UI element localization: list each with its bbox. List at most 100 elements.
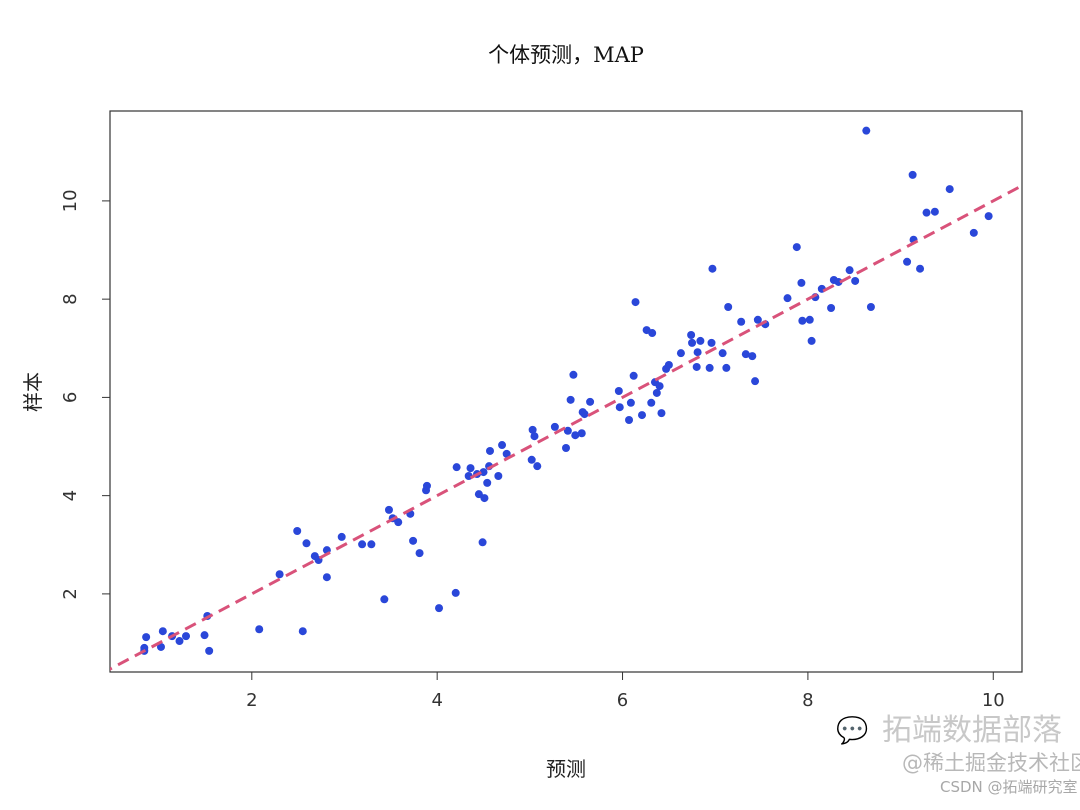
x-axis-label: 预测 — [546, 757, 586, 781]
data-point — [478, 538, 487, 547]
plot-frame — [109, 110, 1023, 673]
data-point — [571, 431, 580, 440]
data-point — [707, 338, 716, 347]
data-point — [845, 266, 854, 275]
data-point — [550, 422, 559, 431]
data-point — [922, 208, 931, 217]
data-point — [908, 170, 917, 179]
data-point — [182, 632, 190, 641]
data-point — [483, 478, 492, 487]
data-point — [638, 411, 646, 420]
watermark-line2: @稀土掘金技术社区 — [902, 751, 1080, 775]
data-point — [498, 441, 507, 450]
data-point — [798, 316, 807, 325]
data-point — [533, 462, 542, 471]
data-point — [708, 264, 717, 273]
points-layer — [140, 126, 993, 655]
data-point — [486, 446, 494, 455]
data-point — [916, 264, 925, 273]
data-point — [718, 349, 727, 358]
data-point — [384, 505, 393, 514]
x-tick-label: 2 — [246, 690, 257, 711]
data-point — [474, 490, 483, 499]
data-point — [652, 388, 661, 397]
data-point — [748, 352, 757, 361]
x-tick-label: 4 — [431, 690, 442, 711]
data-point — [783, 294, 792, 303]
data-point — [753, 315, 762, 324]
data-point — [530, 432, 539, 441]
data-point — [337, 532, 346, 541]
data-point — [737, 317, 746, 326]
data-point — [293, 527, 302, 536]
x-tick-label: 6 — [617, 690, 628, 711]
data-point — [494, 471, 503, 480]
y-tick-label: 2 — [60, 588, 81, 599]
data-point — [930, 207, 939, 216]
data-point — [827, 303, 836, 312]
data-point — [422, 481, 431, 490]
data-point — [380, 595, 389, 604]
data-point — [466, 464, 475, 473]
watermark: 💬 拓端数据部落 @稀土掘金技术社区 CSDN @拓端研究室 — [836, 713, 1080, 810]
data-point — [705, 363, 714, 372]
data-point — [255, 625, 264, 634]
data-point — [626, 398, 635, 407]
y-tick-label: 4 — [60, 490, 81, 501]
y-tick-label: 6 — [60, 392, 81, 403]
data-point — [562, 443, 570, 452]
data-point — [205, 646, 214, 655]
data-point — [275, 570, 284, 579]
data-point — [693, 348, 702, 357]
x-tick-label: 8 — [802, 690, 813, 711]
data-point — [409, 536, 418, 545]
wechat-icon: 💬 — [836, 716, 869, 746]
data-point — [200, 631, 209, 640]
y-tick-label: 10 — [60, 189, 81, 212]
data-point — [692, 362, 701, 371]
x-tick-label: 10 — [982, 690, 1005, 711]
data-point — [435, 604, 444, 613]
data-point — [655, 382, 664, 391]
data-point — [696, 336, 705, 345]
watermark-line1: 拓端数据部落 — [882, 713, 1062, 748]
data-point — [792, 243, 801, 252]
data-point — [647, 398, 656, 407]
data-point — [358, 540, 367, 549]
data-point — [528, 425, 537, 434]
data-point — [156, 642, 165, 651]
data-point — [451, 588, 460, 597]
data-point — [945, 185, 954, 194]
data-point — [797, 278, 806, 287]
data-point — [580, 410, 589, 419]
data-point — [807, 336, 816, 345]
data-point — [724, 303, 733, 312]
data-point — [969, 228, 978, 237]
data-point — [676, 349, 685, 358]
data-point — [394, 518, 403, 527]
y-tick-label: 8 — [60, 293, 81, 304]
data-point — [480, 494, 489, 503]
data-point — [751, 377, 760, 386]
x-axis: 2 4 6 8 10 — [246, 672, 1005, 711]
data-point — [527, 455, 536, 464]
data-point — [569, 370, 578, 379]
data-point — [629, 371, 638, 380]
data-point — [631, 298, 640, 307]
reference-line — [110, 183, 1022, 671]
data-point — [903, 257, 912, 266]
data-point — [866, 303, 875, 312]
data-point — [563, 426, 572, 435]
data-point — [158, 627, 167, 636]
data-point — [298, 627, 307, 636]
data-point — [741, 350, 750, 359]
data-point — [664, 360, 673, 369]
data-point — [851, 276, 860, 285]
y-axis-label: 样本 — [21, 372, 45, 412]
data-point — [984, 212, 993, 221]
data-point — [648, 329, 657, 338]
data-point — [625, 415, 634, 424]
data-point — [479, 468, 488, 477]
watermark-line3: CSDN @拓端研究室 — [940, 778, 1078, 796]
